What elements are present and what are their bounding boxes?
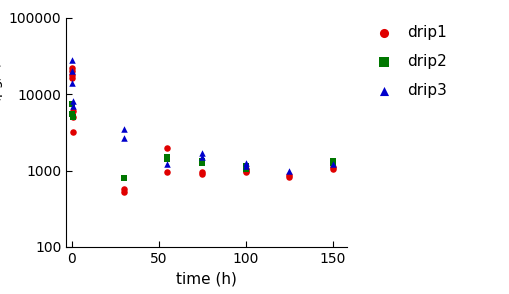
drip3 bbox=[163, 162, 171, 167]
drip2 bbox=[120, 176, 128, 180]
drip3 bbox=[241, 163, 249, 168]
drip1 bbox=[328, 165, 336, 170]
drip1 bbox=[67, 69, 75, 74]
drip3 bbox=[67, 69, 75, 74]
drip1 bbox=[67, 72, 75, 77]
drip2 bbox=[67, 101, 75, 106]
drip3 bbox=[120, 127, 128, 131]
drip1 bbox=[67, 76, 75, 81]
drip2 bbox=[241, 166, 249, 171]
drip1 bbox=[241, 166, 249, 171]
drip2 bbox=[67, 112, 75, 116]
drip1 bbox=[69, 130, 77, 134]
drip1 bbox=[197, 170, 206, 175]
drip1 bbox=[285, 175, 293, 179]
drip1 bbox=[241, 168, 249, 173]
drip2 bbox=[328, 161, 336, 166]
drip3 bbox=[197, 151, 206, 155]
drip1 bbox=[328, 166, 336, 171]
drip2 bbox=[163, 155, 171, 159]
drip3 bbox=[241, 161, 249, 166]
drip3 bbox=[120, 135, 128, 140]
drip3 bbox=[67, 58, 75, 62]
drip3 bbox=[69, 103, 77, 108]
drip1 bbox=[197, 172, 206, 176]
drip2 bbox=[69, 115, 77, 119]
drip1 bbox=[67, 66, 75, 70]
drip1 bbox=[285, 172, 293, 177]
drip1 bbox=[69, 109, 77, 113]
drip1 bbox=[120, 190, 128, 195]
drip2 bbox=[241, 163, 249, 168]
Y-axis label: concentration (μg/L): concentration (μg/L) bbox=[0, 61, 3, 203]
X-axis label: time (h): time (h) bbox=[176, 271, 237, 286]
drip1 bbox=[120, 186, 128, 191]
drip1 bbox=[163, 145, 171, 150]
Legend: drip1, drip2, drip3: drip1, drip2, drip3 bbox=[367, 25, 446, 98]
drip1 bbox=[163, 170, 171, 175]
drip1 bbox=[69, 115, 77, 119]
drip3 bbox=[67, 81, 75, 85]
drip3 bbox=[328, 162, 336, 167]
drip2 bbox=[163, 157, 171, 162]
drip2 bbox=[328, 158, 336, 163]
drip2 bbox=[197, 158, 206, 163]
drip3 bbox=[69, 99, 77, 104]
drip3 bbox=[285, 168, 293, 173]
drip3 bbox=[197, 155, 206, 159]
drip2 bbox=[197, 161, 206, 166]
drip1 bbox=[241, 170, 249, 175]
